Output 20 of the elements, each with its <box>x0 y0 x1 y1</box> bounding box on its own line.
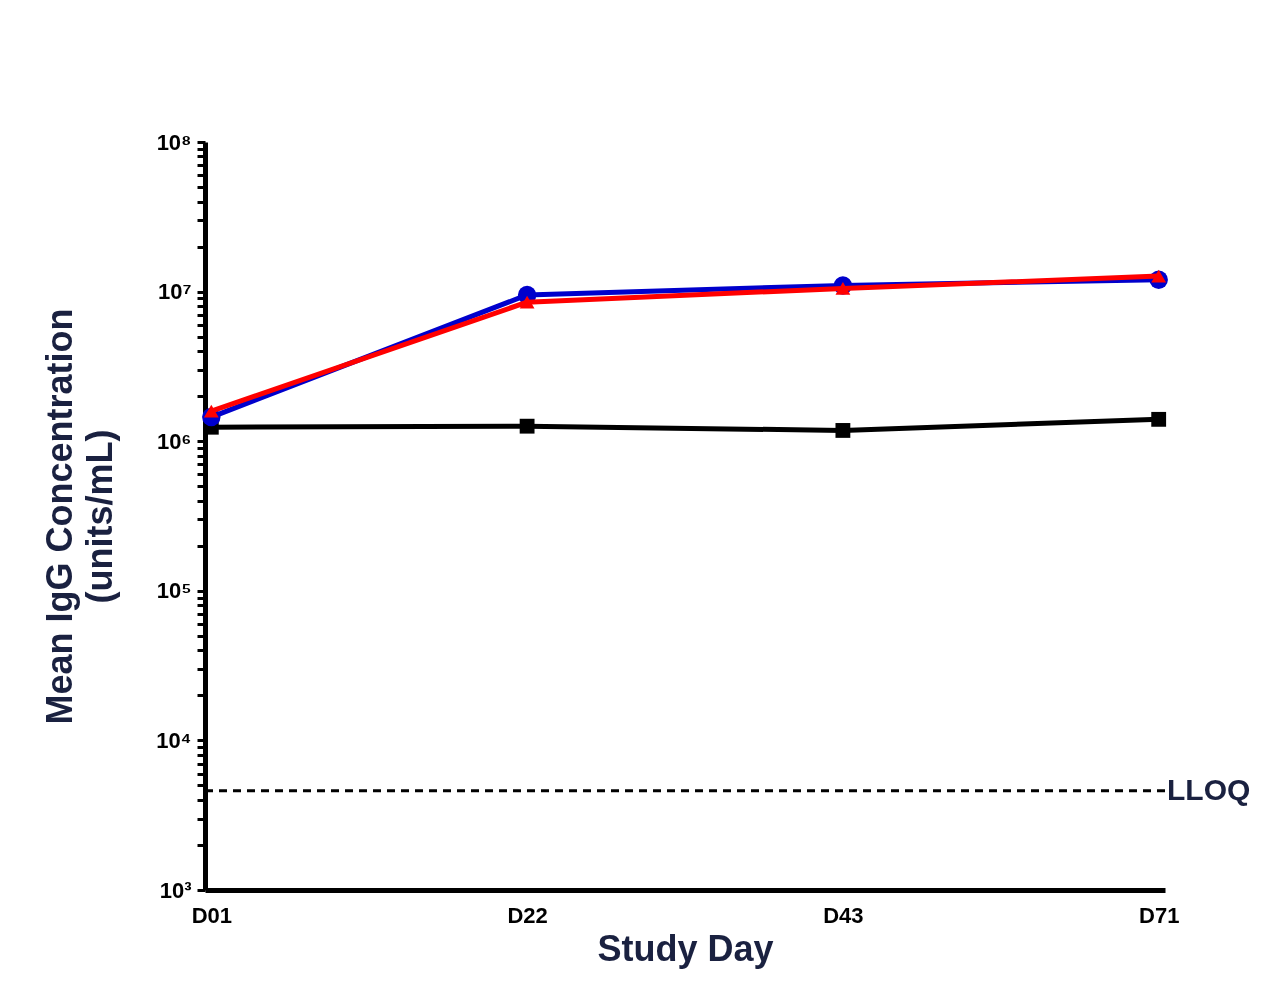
x-axis-title: Study Day <box>597 927 774 969</box>
point <box>835 423 851 438</box>
x-tick-label: D43 <box>823 902 864 928</box>
y-tick-label: 10³ <box>159 877 192 903</box>
x-tick-label: D01 <box>191 902 232 928</box>
point <box>203 404 219 418</box>
y-tick-label: 10⁷ <box>157 279 192 305</box>
y-tick-label: 10⁸ <box>156 129 192 155</box>
point <box>1151 269 1167 283</box>
y-axis-title: Mean IgG Concentration (units/mL) <box>39 308 121 725</box>
ref-line-label: LLOQ <box>1167 772 1251 806</box>
x-tick-label: D71 <box>1139 902 1180 928</box>
point <box>1151 411 1167 427</box>
y-tick-label: 10⁶ <box>156 428 192 454</box>
point <box>519 418 535 434</box>
y-tick-label: 10⁵ <box>156 578 192 604</box>
x-tick-label: D22 <box>507 902 548 928</box>
y-tick-label: 10⁴ <box>156 727 192 753</box>
point <box>835 282 851 295</box>
point <box>519 295 535 309</box>
